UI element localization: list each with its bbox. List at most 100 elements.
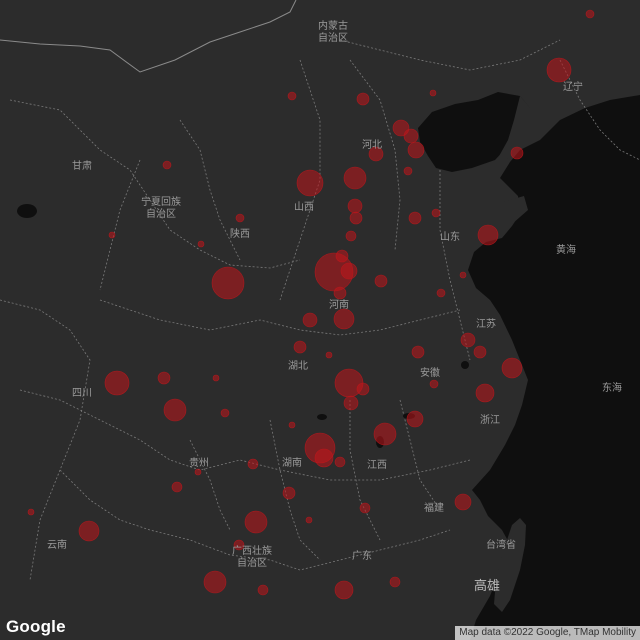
marker-liaoning[interactable] <box>546 57 572 83</box>
label-gansu: 甘肃 <box>72 161 92 172</box>
marker-sichuan-3[interactable] <box>220 408 230 418</box>
marker-shandong-3[interactable] <box>459 271 467 279</box>
marker-taiyuan[interactable] <box>296 169 324 197</box>
marker-chengdu[interactable] <box>104 370 130 396</box>
marker-guangxi-1[interactable] <box>244 510 268 534</box>
yellow-east-sea <box>468 95 640 640</box>
marker-hubei-2[interactable] <box>356 382 370 396</box>
taiwan-island <box>494 518 526 612</box>
marker-hubei-5[interactable] <box>288 421 296 429</box>
marker-zhejiang-2[interactable] <box>406 410 424 428</box>
label-liaoning: 辽宁 <box>563 82 583 93</box>
label-gaoxiong: 高雄 <box>473 579 501 594</box>
label-jiangxi: 江西 <box>367 460 387 471</box>
marker-hubei-4[interactable] <box>212 374 220 382</box>
marker-yunnan-2[interactable] <box>27 508 35 516</box>
marker-shaanxi-2[interactable] <box>197 240 205 248</box>
marker-hunan-4[interactable] <box>305 516 313 524</box>
label-shandong: 山东 <box>440 232 460 243</box>
marker-henan-7[interactable] <box>302 312 318 328</box>
label-yunnan: 云南 <box>47 540 67 551</box>
label-guangdong: 广东 <box>352 551 372 562</box>
marker-hubei-3[interactable] <box>343 395 359 411</box>
marker-henan-3[interactable] <box>340 262 358 280</box>
marker-guizhou-3[interactable] <box>194 468 202 476</box>
marker-guangdong-3[interactable] <box>389 576 401 588</box>
marker-beijing-2[interactable] <box>403 128 419 144</box>
marker-shanxi-1[interactable] <box>235 213 245 223</box>
label-hubei: 湖北 <box>288 361 308 372</box>
marker-jinan[interactable] <box>408 211 422 225</box>
marker-tianjin[interactable] <box>407 141 425 159</box>
marker-gansu-1[interactable] <box>162 160 172 170</box>
marker-anhui-2[interactable] <box>429 379 439 389</box>
marker-hebei-6[interactable] <box>429 89 437 97</box>
marker-liaoning-2[interactable] <box>585 9 595 19</box>
marker-kunming[interactable] <box>78 520 100 542</box>
marker-henan-1[interactable] <box>345 230 357 242</box>
label-zhejiang: 浙江 <box>480 415 500 426</box>
marker-jiangsu-2[interactable] <box>473 345 487 359</box>
label-anhui: 安徽 <box>420 368 440 379</box>
marker-henan-6[interactable] <box>333 308 355 330</box>
marker-henan-5[interactable] <box>333 286 347 300</box>
label-taiwan: 台湾省 <box>486 540 516 551</box>
province-borders <box>0 39 640 581</box>
map-attribution[interactable]: Map data ©2022 Google, TMap Mobility <box>455 626 640 640</box>
marker-dalian[interactable] <box>510 146 524 160</box>
marker-nanjing[interactable] <box>460 332 476 348</box>
label-ningxia: 宁夏回族 自治区 <box>141 197 181 220</box>
marker-guangzhou[interactable] <box>334 580 354 600</box>
marker-hebei-4[interactable] <box>347 198 363 214</box>
label-guangxi: 广西壮族 自治区 <box>232 546 272 569</box>
label-shanxi: 山西 <box>294 202 314 213</box>
marker-shanghai[interactable] <box>501 357 523 379</box>
marker-hunan-2[interactable] <box>334 456 346 468</box>
marker-fuzhou[interactable] <box>454 493 472 511</box>
label-guizhou: 贵州 <box>189 458 209 469</box>
marker-guizhou-1[interactable] <box>247 458 259 470</box>
marker-hebei-1[interactable] <box>356 92 370 106</box>
marker-shandong-2[interactable] <box>431 208 441 218</box>
marker-hangzhou[interactable] <box>475 383 495 403</box>
marker-nanchang[interactable] <box>373 422 397 446</box>
marker-hebei-3[interactable] <box>403 166 413 176</box>
liaodong-peninsula <box>498 96 532 160</box>
marker-anhui-1[interactable] <box>411 345 425 359</box>
marker-guizhou-2[interactable] <box>171 481 183 493</box>
marker-hubei-1[interactable] <box>293 340 307 354</box>
marker-chongqing[interactable] <box>163 398 187 422</box>
marker-xian[interactable] <box>211 266 245 300</box>
label-jiangsu: 江苏 <box>476 319 496 330</box>
marker-hunan-3[interactable] <box>282 486 296 500</box>
marker-changsha-2[interactable] <box>314 448 334 468</box>
label-hunan: 湖南 <box>282 458 302 469</box>
marker-sichuan-2[interactable] <box>157 371 171 385</box>
marker-nanning[interactable] <box>203 570 227 594</box>
google-logo[interactable]: Google <box>6 617 66 636</box>
label-huanghai: 黄海 <box>556 245 576 256</box>
label-sichuan: 四川 <box>72 388 92 399</box>
marker-guangdong-2[interactable] <box>257 584 269 596</box>
label-fujian: 福建 <box>424 503 444 514</box>
mongolia-border <box>0 0 297 73</box>
label-shaanxi: 陕西 <box>230 229 250 240</box>
marker-henan-8[interactable] <box>325 351 333 359</box>
label-hebei: 河北 <box>362 140 382 151</box>
marker-hebei-2[interactable] <box>368 146 384 162</box>
marker-hebei-5[interactable] <box>349 211 363 225</box>
marker-qingdao[interactable] <box>477 224 499 246</box>
label-nei-menggu: 内蒙古 自治区 <box>318 21 348 44</box>
heatmap-markers <box>27 9 595 600</box>
marker-henan-4[interactable] <box>374 274 388 288</box>
marker-gansu-2[interactable] <box>108 231 116 239</box>
marker-xuzhou[interactable] <box>436 288 446 298</box>
marker-inner-mongolia-1[interactable] <box>287 91 297 101</box>
marker-jiangxi-2[interactable] <box>359 502 371 514</box>
label-donghai: 东海 <box>602 383 622 394</box>
marker-shijiazhuang[interactable] <box>343 166 367 190</box>
marker-guangxi-2[interactable] <box>233 539 245 551</box>
label-henan: 河南 <box>329 300 349 311</box>
